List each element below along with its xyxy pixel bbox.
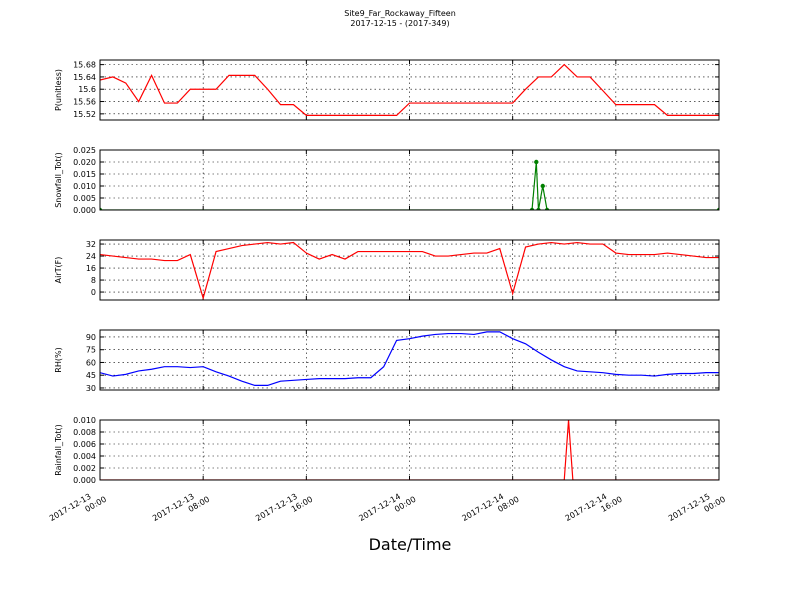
y-tick-label: 0.000 <box>73 206 96 215</box>
plot-frame <box>99 239 720 301</box>
y-tick-label: 0.015 <box>73 170 96 179</box>
x-tick-label: 2017-12-1400:00 <box>357 486 417 532</box>
y-tick-label: 15.68 <box>73 61 96 70</box>
x-tick-label: 2017-12-1300:00 <box>48 486 108 532</box>
data-line <box>100 63 719 116</box>
y-tick-label: 0.025 <box>73 146 96 155</box>
y-tick-label: 0.005 <box>73 194 96 203</box>
data-point <box>544 207 550 210</box>
y-axis-label: P(unitless) <box>54 69 63 111</box>
y-tick-label: 15.56 <box>73 98 96 107</box>
y-tick-label: 30 <box>86 384 96 393</box>
x-tick-label: 2017-12-1308:00 <box>151 486 211 532</box>
plot-frame <box>99 329 720 391</box>
y-tick-label: 0.020 <box>73 158 96 167</box>
y-axis-label: Rainfall_Tot() <box>54 424 63 476</box>
data-line <box>100 331 719 387</box>
y-tick-label: 0.002 <box>73 464 96 473</box>
plot-area <box>100 331 719 387</box>
y-tick-label: 0.008 <box>73 428 96 437</box>
x-tick-label: 2017-12-1316:00 <box>254 486 314 532</box>
plot-area <box>100 241 719 300</box>
x-axis-label: Date/Time <box>369 535 452 554</box>
subtitle: 2017-12-15 - (2017-349) <box>350 19 449 28</box>
data-point <box>536 207 541 210</box>
plot-frame <box>99 149 720 211</box>
data-point <box>716 207 719 210</box>
y-tick-label: 8 <box>91 276 96 285</box>
y-tick-label: 0.006 <box>73 440 96 449</box>
data-point <box>529 207 535 210</box>
x-tick-label: 2017-12-1416:00 <box>564 486 624 532</box>
y-tick-label: 0 <box>91 288 96 297</box>
y-tick-label: 16 <box>86 264 96 273</box>
y-tick-label: 90 <box>86 333 96 342</box>
data-point <box>100 207 103 210</box>
plot-frame <box>99 59 720 121</box>
y-tick-label: 0.000 <box>73 476 96 485</box>
x-tick-label: 2017-12-1500:00 <box>667 486 727 532</box>
y-tick-label: 15.6 <box>78 85 96 94</box>
data-point <box>540 183 545 189</box>
y-tick-label: 24 <box>86 252 96 261</box>
plot-area <box>100 63 719 116</box>
y-tick-label: 0.010 <box>73 416 96 425</box>
data-point <box>534 159 539 165</box>
plot-frame <box>99 419 720 481</box>
y-tick-label: 15.64 <box>73 73 96 82</box>
y-tick-label: 45 <box>86 371 96 380</box>
y-tick-label: 32 <box>86 240 96 249</box>
x-tick-label: 2017-12-1408:00 <box>461 486 521 532</box>
data-line <box>100 241 719 300</box>
y-tick-label: 0.004 <box>73 452 96 461</box>
y-axis-label: AirT(F) <box>54 257 63 284</box>
title: Site9_Far_Rockaway_Fifteen <box>344 9 456 18</box>
y-axis-label: Snowfall_Tot() <box>54 152 63 208</box>
plot-area <box>100 159 719 210</box>
y-axis-label: RH(%) <box>54 347 63 372</box>
y-tick-label: 60 <box>86 358 96 367</box>
y-tick-label: 15.52 <box>73 110 96 119</box>
y-tick-label: 0.010 <box>73 182 96 191</box>
y-tick-label: 75 <box>86 346 96 355</box>
